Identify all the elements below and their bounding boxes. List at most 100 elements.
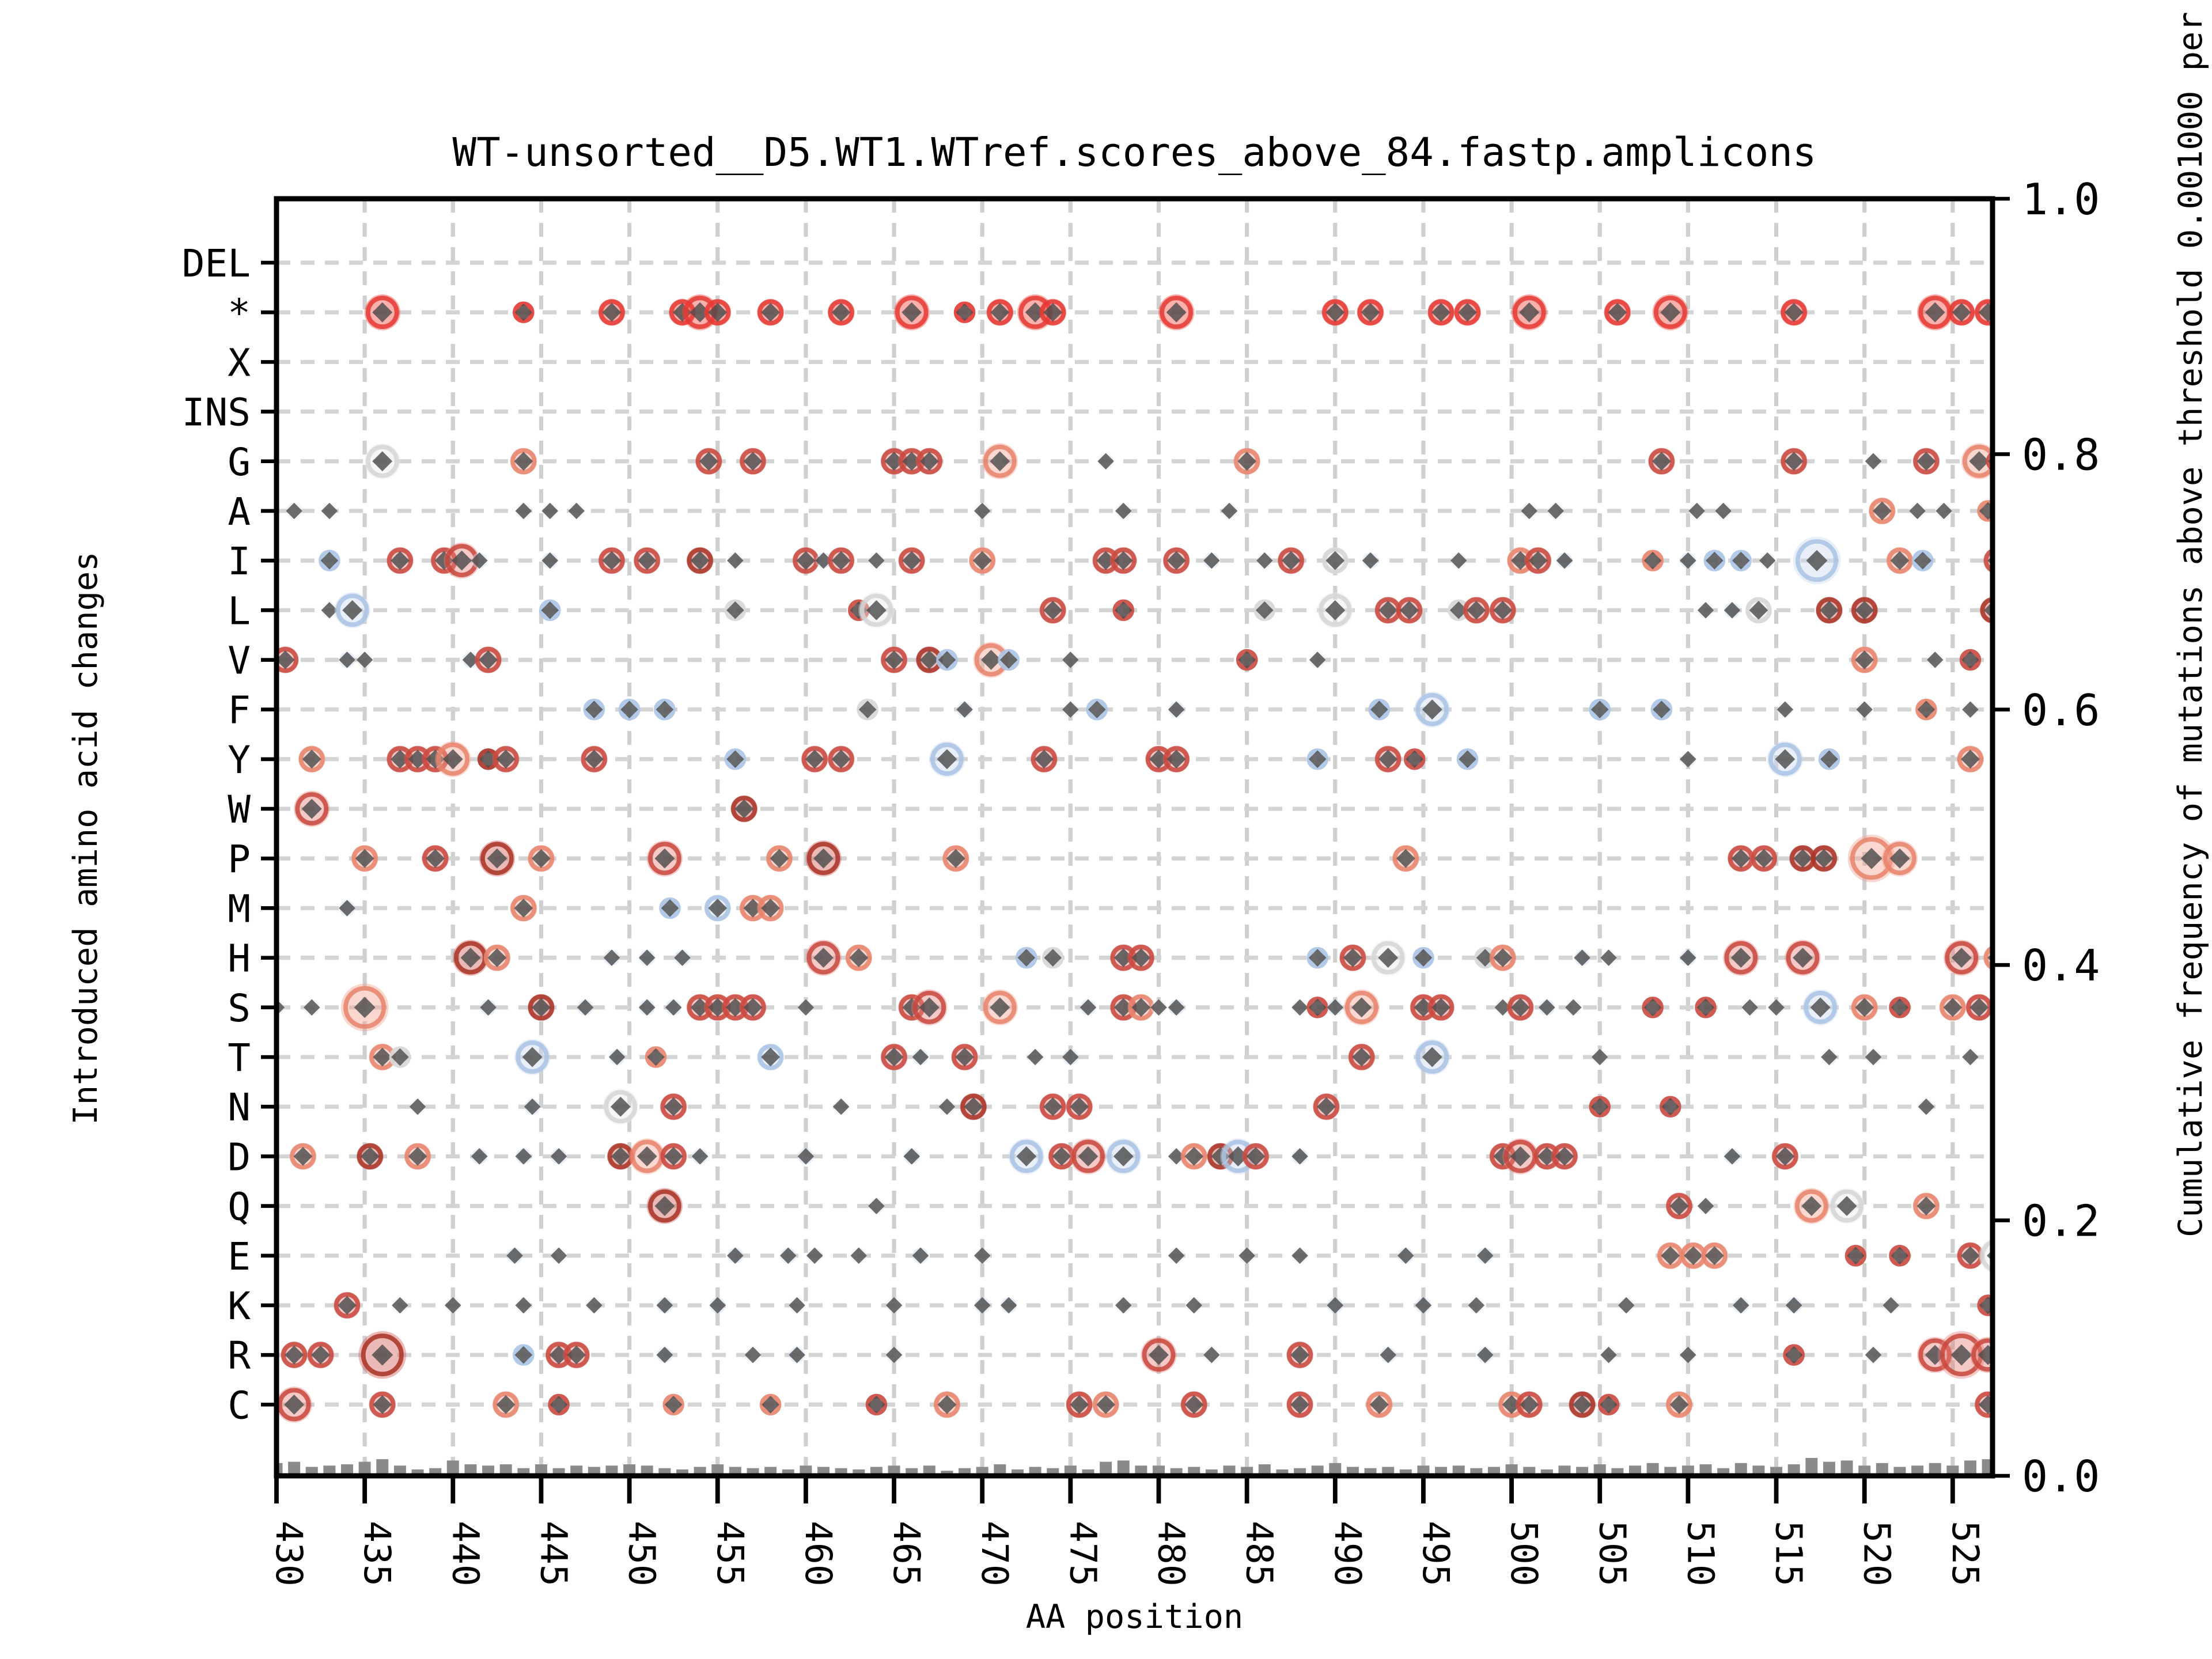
data-point — [1456, 748, 1479, 770]
data-point — [1313, 1093, 1340, 1120]
bar — [411, 1469, 424, 1476]
data-point — [638, 999, 656, 1016]
bar — [358, 1461, 371, 1476]
data-point — [513, 1344, 535, 1366]
data-point — [1507, 994, 1534, 1021]
data-point — [618, 698, 641, 721]
data-point — [1680, 751, 1696, 768]
data-point — [1547, 502, 1564, 520]
data-point — [550, 1247, 567, 1264]
data-point — [1642, 997, 1664, 1018]
chart-title: WT-unsorted__D5.WT1.WTref.scores_above_8… — [452, 131, 1817, 176]
row-label: X — [228, 340, 251, 385]
data-point — [1286, 1391, 1313, 1418]
data-point — [389, 1046, 411, 1068]
data-point — [1865, 1346, 1882, 1363]
bar — [1100, 1461, 1112, 1476]
data-point — [1665, 1391, 1693, 1418]
data-point — [1977, 500, 1993, 522]
data-point — [797, 1148, 815, 1165]
data-point — [674, 949, 691, 966]
bar — [535, 1464, 547, 1476]
row-label: L — [228, 589, 251, 633]
data-point — [1092, 1391, 1120, 1418]
data-point — [548, 1393, 570, 1416]
data-point — [665, 999, 682, 1016]
data-point — [662, 1393, 684, 1416]
x-tick-label: 460 — [797, 1521, 839, 1586]
data-point — [1041, 946, 1064, 969]
row-label: V — [228, 639, 251, 683]
data-point — [1468, 1297, 1485, 1314]
bar — [1699, 1464, 1712, 1476]
bar — [1840, 1460, 1853, 1476]
data-point — [483, 944, 511, 972]
row-label: I — [228, 539, 251, 584]
data-point — [1168, 1247, 1185, 1264]
bar — [676, 1469, 688, 1476]
data-point — [387, 547, 414, 574]
data-point — [1943, 940, 1980, 976]
data-point — [1844, 1245, 1867, 1267]
data-point — [1597, 1393, 1620, 1416]
row-label: * — [228, 291, 251, 335]
data-point — [1759, 552, 1776, 569]
data-point — [1600, 1346, 1617, 1363]
data-point — [1889, 997, 1911, 1018]
data-point — [577, 999, 594, 1016]
data-point — [1317, 592, 1353, 628]
row-label: K — [228, 1284, 251, 1328]
bar — [1276, 1469, 1289, 1476]
x-axis-label: AA position — [1025, 1599, 1244, 1637]
data-point — [1665, 1192, 1693, 1220]
data-point — [1414, 1039, 1450, 1075]
data-point — [298, 745, 325, 773]
data-point — [1936, 502, 1952, 520]
data-point — [724, 599, 747, 622]
data-point — [462, 652, 479, 668]
data-point — [1348, 1043, 1376, 1071]
data-point — [1080, 999, 1097, 1016]
data-point — [1539, 999, 1555, 1016]
data-point — [1648, 448, 1675, 475]
data-point — [1415, 1297, 1432, 1314]
data-point — [827, 745, 855, 773]
data-point — [1327, 1297, 1344, 1314]
data-point — [1062, 1048, 1079, 1066]
data-point — [1733, 1297, 1749, 1314]
data-point — [1489, 596, 1517, 624]
bar — [1082, 1469, 1094, 1476]
data-point — [1962, 1048, 1979, 1066]
data-point — [1168, 701, 1185, 718]
data-point — [1816, 596, 1843, 624]
bar — [1011, 1469, 1024, 1476]
data-point — [1618, 1297, 1635, 1314]
data-point — [858, 592, 895, 628]
data-point — [1881, 840, 1918, 877]
data-point — [1783, 1344, 1805, 1366]
data-point — [1569, 1391, 1596, 1418]
bar — [853, 1469, 865, 1476]
data-point — [865, 1393, 888, 1416]
data-point — [515, 1297, 532, 1314]
data-point — [1203, 1346, 1220, 1363]
data-point — [1309, 652, 1326, 668]
data-point — [1291, 1148, 1308, 1165]
data-point — [307, 1341, 334, 1369]
data-point — [759, 1393, 782, 1416]
data-point — [868, 552, 885, 569]
data-point — [1086, 698, 1108, 721]
data-point — [351, 844, 378, 872]
x-tick-label: 465 — [885, 1521, 927, 1586]
data-point — [974, 502, 991, 520]
data-point — [1917, 294, 1953, 331]
data-point — [1983, 547, 1993, 574]
data-point — [1066, 1391, 1093, 1418]
data-point — [321, 602, 338, 619]
data-point — [1256, 552, 1273, 569]
data-point — [1780, 298, 1808, 326]
data-point — [1150, 999, 1167, 1016]
data-point — [1768, 999, 1785, 1016]
row-label: E — [228, 1234, 251, 1279]
data-point — [704, 895, 732, 922]
